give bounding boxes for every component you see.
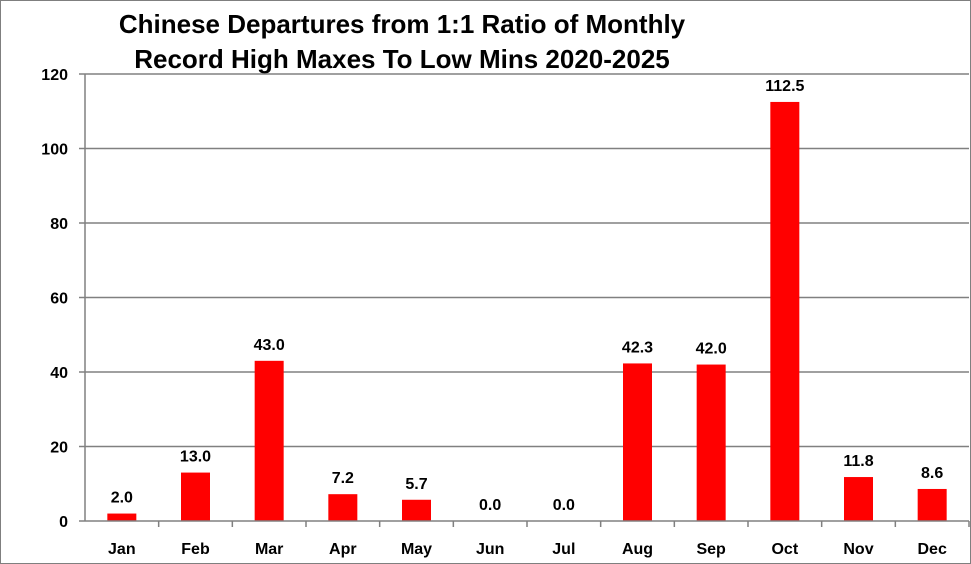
bar-apr [328, 494, 358, 521]
data-label-aug: 42.3 [622, 339, 653, 356]
x-tick-label-jul: Jul [552, 541, 575, 558]
data-label-sep: 42.0 [696, 341, 727, 358]
bars [107, 101, 947, 521]
bar-nov [844, 477, 873, 521]
data-label-oct: 112.5 [765, 78, 804, 95]
chart-title: Chinese Departures from 1:1 Ratio of Mon… [87, 7, 717, 77]
data-label-jan: 2.0 [111, 490, 133, 507]
x-tick-label-may: May [401, 541, 432, 558]
y-tick-label: 0 [59, 514, 68, 531]
chart-title-line-1: Chinese Departures from 1:1 Ratio of Mon… [118, 9, 686, 39]
y-tick-label: 100 [41, 142, 68, 159]
data-label-jun: 0.0 [479, 497, 501, 514]
bar-oct [770, 101, 800, 521]
x-tick-label-apr: Apr [329, 541, 357, 558]
x-tick-label-dec: Dec [917, 541, 946, 558]
bar-mar [254, 360, 284, 521]
x-tick-label-aug: Aug [622, 541, 653, 558]
data-label-jul: 0.0 [553, 497, 575, 514]
data-label-nov: 11.8 [843, 453, 873, 470]
y-tick-label: 80 [50, 216, 68, 233]
data-label-dec: 8.6 [921, 465, 943, 482]
bar-sep [696, 364, 726, 521]
bar-may [402, 499, 431, 521]
data-label-apr: 7.2 [332, 470, 354, 487]
bar-dec [917, 488, 947, 521]
x-tick-label-feb: Feb [181, 541, 210, 558]
axes: 0 20 40 60 80 100 120 Jan Feb Mar Apr May Jun Jul Aug S… [41, 67, 970, 558]
x-tick-label-nov: Nov [843, 541, 873, 558]
x-tick-label-jan: Jan [108, 541, 136, 558]
data-label-may: 5.7 [405, 476, 427, 493]
gridlines [85, 73, 969, 448]
x-tick-label-jun: Jun [476, 541, 504, 558]
y-tick-label: 120 [41, 67, 68, 84]
bar-jan [107, 513, 137, 521]
bar-feb [181, 472, 210, 521]
x-tick-label-sep: Sep [696, 541, 726, 558]
x-tick-label-mar: Mar [255, 541, 283, 558]
data-label-feb: 13.0 [180, 449, 211, 466]
x-tick-label-oct: Oct [771, 541, 798, 558]
data-label-mar: 43.0 [254, 337, 285, 354]
bar-aug [623, 363, 652, 521]
data-labels: 2.0 13.0 43.0 7.2 5.7 0.0 0.0 42.3 42.0 112.5 11.8… [111, 78, 944, 514]
chart-title-line-2: Record High Maxes To Low Mins 2020-2025 [134, 44, 670, 74]
y-tick-label: 60 [50, 291, 68, 308]
y-tick-label: 40 [50, 365, 68, 382]
y-tick-label: 20 [50, 440, 68, 457]
